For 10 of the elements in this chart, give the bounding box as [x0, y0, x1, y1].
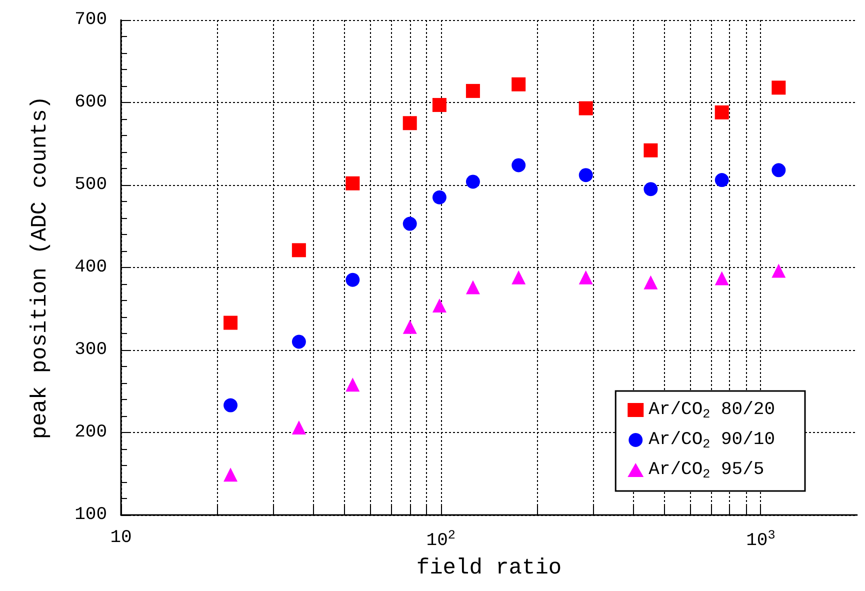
x-axis-title: field ratio: [416, 556, 562, 580]
y-tick-label: 400: [74, 258, 107, 278]
y-tick-label: 500: [74, 175, 107, 195]
y-tick-label: 100: [74, 505, 107, 525]
x-tick-label: 10: [110, 528, 132, 548]
y-tick-label: 300: [74, 340, 107, 360]
y-tick-label: 200: [74, 422, 107, 442]
y-tick-label: 700: [74, 10, 107, 30]
y-tick-label: 600: [74, 92, 107, 112]
y-axis-title: peak position (ADC counts): [28, 96, 52, 440]
